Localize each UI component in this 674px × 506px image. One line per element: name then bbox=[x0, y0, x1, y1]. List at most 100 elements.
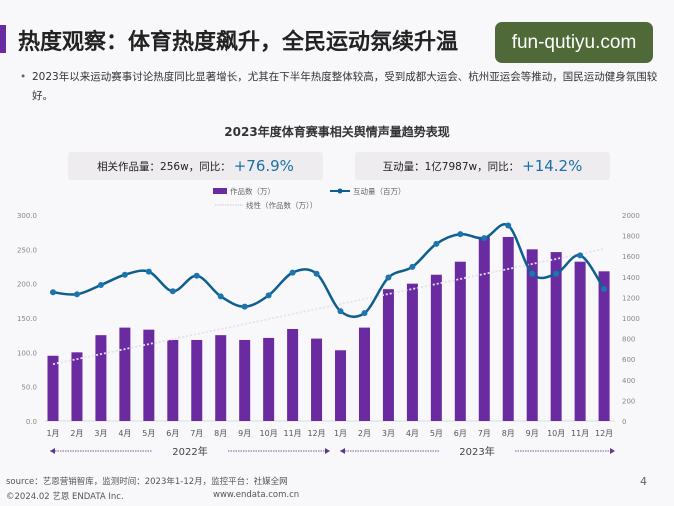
x-tick: 10月 bbox=[547, 429, 565, 438]
x-tick: 12月 bbox=[595, 429, 613, 438]
bar bbox=[598, 271, 610, 421]
bar bbox=[382, 289, 394, 421]
stat-value: +14.2% bbox=[522, 157, 583, 175]
bar bbox=[478, 236, 490, 421]
line-point bbox=[73, 291, 80, 298]
stat-value: +76.9% bbox=[233, 157, 294, 175]
watermark: fun-qutiyu.com bbox=[495, 22, 653, 63]
line-point bbox=[265, 292, 272, 299]
x-tick: 12月 bbox=[307, 429, 325, 438]
x-tick: 9月 bbox=[238, 429, 251, 438]
line-point bbox=[241, 303, 248, 310]
x-tick: 8月 bbox=[214, 429, 227, 438]
line-point bbox=[217, 293, 224, 300]
bar bbox=[502, 236, 514, 421]
x-tick: 5月 bbox=[430, 429, 443, 438]
y-right-tick: 800 bbox=[622, 336, 635, 344]
bar bbox=[311, 338, 323, 421]
line-point bbox=[337, 308, 344, 315]
line-point bbox=[313, 270, 320, 277]
legend-line-marker bbox=[337, 188, 343, 194]
line-point bbox=[289, 269, 296, 276]
x-tick: 4月 bbox=[406, 429, 419, 438]
y-left-tick: 0.0 bbox=[26, 418, 37, 426]
y-left-tick: 50.0 bbox=[21, 384, 37, 392]
x-tick: 4月 bbox=[118, 429, 131, 438]
stat-label: 互动量：1亿7987w，同比： bbox=[382, 160, 520, 173]
line-point bbox=[553, 270, 560, 277]
line-point bbox=[433, 240, 440, 247]
bar bbox=[263, 337, 275, 421]
x-tick: 9月 bbox=[526, 429, 539, 438]
line-point bbox=[577, 252, 584, 259]
line-point bbox=[121, 271, 128, 278]
y-right-tick: 1800 bbox=[622, 233, 640, 241]
year-label: 2023年 bbox=[459, 445, 494, 458]
y-right-tick: 1600 bbox=[622, 253, 640, 261]
line-point bbox=[601, 286, 608, 293]
line-point bbox=[529, 270, 536, 277]
y-left-tick: 200.0 bbox=[17, 281, 37, 289]
line-point bbox=[505, 222, 512, 229]
bar bbox=[47, 355, 59, 421]
legend-line: 互动量（百万） bbox=[353, 186, 406, 196]
x-tick: 1月 bbox=[46, 429, 59, 438]
line-point bbox=[409, 263, 416, 270]
line-point bbox=[193, 272, 200, 279]
bar bbox=[550, 252, 562, 421]
line-point bbox=[50, 289, 56, 296]
x-tick: 8月 bbox=[502, 429, 515, 438]
chart-title: 2023年度体育赛事相关舆情声量趋势表现 bbox=[224, 125, 450, 139]
y-right-tick: 1400 bbox=[622, 274, 640, 282]
y-right-tick: 1000 bbox=[622, 315, 640, 323]
line-series bbox=[52, 223, 606, 319]
x-tick: 6月 bbox=[166, 429, 179, 438]
legend-bars: 作品数（万） bbox=[230, 186, 275, 196]
stat-interactions: 互动量：1亿7987w，同比： +14.2% bbox=[355, 152, 610, 180]
bar bbox=[287, 328, 299, 421]
bar bbox=[454, 261, 466, 421]
y-right-tick: 200 bbox=[622, 397, 635, 405]
bar bbox=[335, 350, 347, 421]
y-right-tick: 1200 bbox=[622, 294, 640, 302]
y-right-tick: 2000 bbox=[622, 212, 640, 220]
legend-trend: 线性（作品数（万）） bbox=[246, 200, 317, 210]
x-tick: 11月 bbox=[571, 429, 589, 438]
x-tick: 3月 bbox=[382, 429, 395, 438]
x-tick: 11月 bbox=[284, 429, 302, 438]
bar bbox=[239, 339, 251, 421]
legend-bar-swatch bbox=[213, 188, 227, 194]
x-tick: 1月 bbox=[334, 429, 347, 438]
source-note: source：艺恩营销智库，监测时间：2023年1-12月，监控平台：社媒全网 bbox=[6, 477, 288, 487]
bar bbox=[215, 335, 227, 421]
x-tick: 7月 bbox=[190, 429, 203, 438]
bar bbox=[119, 327, 131, 421]
bar bbox=[143, 329, 155, 421]
bar bbox=[191, 339, 203, 421]
line-point bbox=[481, 235, 488, 242]
bar bbox=[358, 327, 370, 421]
copyright: ©2024.02 艺恩 ENDATA Inc. bbox=[6, 492, 124, 502]
page-number: 4 bbox=[640, 475, 647, 488]
page-title: 热度观察：体育热度飙升，全民运动氛续升温 bbox=[18, 30, 459, 55]
bar bbox=[406, 283, 418, 421]
line-point bbox=[361, 310, 368, 317]
x-tick: 6月 bbox=[454, 429, 467, 438]
line-point bbox=[385, 274, 392, 281]
bar bbox=[71, 352, 83, 421]
bar bbox=[526, 249, 538, 421]
y-left-tick: 250.0 bbox=[17, 246, 37, 254]
bar bbox=[430, 274, 442, 421]
y-left-tick: 300.0 bbox=[17, 212, 37, 220]
line-point bbox=[97, 282, 104, 289]
stat-works: 相关作品量：256w，同比： +76.9% bbox=[68, 152, 323, 180]
line-point bbox=[145, 268, 152, 275]
y-right-tick: 600 bbox=[622, 356, 635, 364]
x-tick: 10月 bbox=[260, 429, 278, 438]
x-tick: 5月 bbox=[142, 429, 155, 438]
trendline bbox=[52, 248, 605, 366]
bar bbox=[574, 261, 586, 421]
x-tick: 2月 bbox=[70, 429, 83, 438]
line-point bbox=[457, 231, 464, 238]
